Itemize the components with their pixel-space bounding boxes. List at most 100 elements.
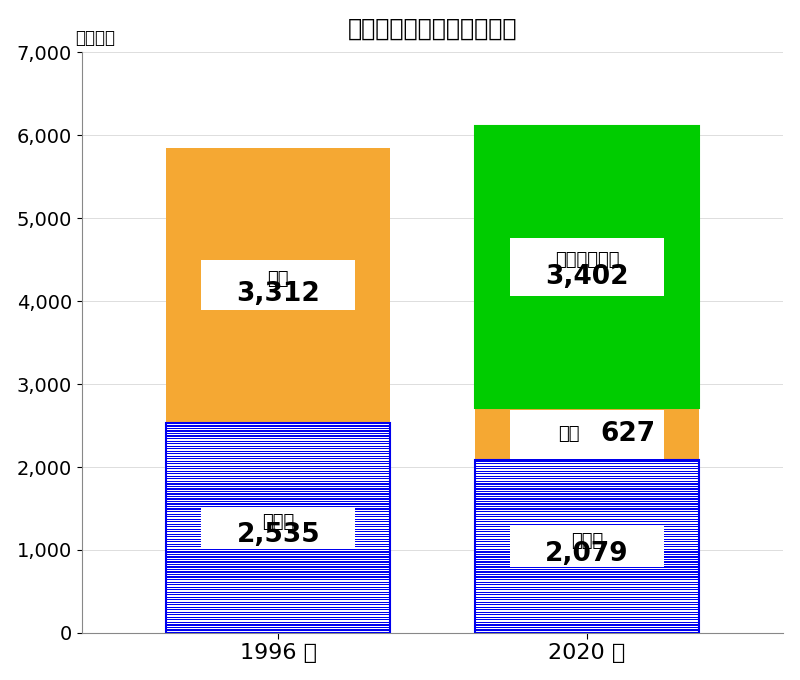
Bar [166,508,390,509]
Bar [474,539,699,540]
Bar [474,531,699,532]
Bar [201,507,355,549]
Bar [166,549,390,550]
Bar [474,554,699,555]
Bar [474,599,699,600]
Bar [166,461,390,462]
Bar [474,481,699,482]
Bar [474,471,699,472]
Text: 電子コミック: 電子コミック [554,251,619,269]
Bar [166,604,390,605]
Bar [166,443,390,444]
Bar [474,488,699,489]
Bar [474,516,699,517]
Bar [166,538,390,539]
Bar [474,617,699,618]
Bar [166,466,390,467]
Bar [166,630,390,631]
Bar [166,431,390,432]
Bar [474,559,699,560]
Bar [474,460,699,633]
Bar [166,561,390,562]
Bar [166,544,390,545]
Bar [474,579,699,580]
Bar [166,574,390,575]
Bar [166,627,390,628]
Bar [474,409,699,460]
Bar [474,629,699,630]
Text: 単行本: 単行本 [262,513,294,531]
Bar [474,574,699,575]
Text: 2,535: 2,535 [236,522,320,548]
Bar [166,534,390,535]
Bar [166,617,390,618]
Bar [166,471,390,472]
Bar [166,531,390,532]
Bar [166,493,390,494]
Bar [474,615,699,616]
Bar [474,594,699,595]
Bar [474,604,699,605]
Bar [474,541,699,542]
Bar [474,499,699,500]
Bar [166,539,390,540]
Bar [474,607,699,608]
Bar [474,547,699,548]
Bar [166,423,390,424]
Text: 雑誌: 雑誌 [558,426,580,443]
Bar [474,509,699,510]
Bar [474,630,699,631]
Bar [166,536,390,537]
Bar [474,463,699,464]
Bar [166,491,390,492]
Bar [166,473,390,474]
Bar [166,428,390,429]
Bar [474,589,699,590]
Bar [166,624,390,625]
Bar [166,494,390,495]
Bar [166,506,390,507]
Bar [166,576,390,577]
Bar [166,554,390,555]
Bar [166,470,390,471]
Bar [474,501,699,502]
Bar [166,516,390,517]
Bar [166,481,390,482]
Bar [166,438,390,439]
Bar [474,524,699,525]
Bar [474,514,699,515]
Bar [166,488,390,489]
Title: 媒体別コミック市場の変化: 媒体別コミック市場の変化 [348,17,518,41]
Bar [166,517,390,518]
Bar [166,589,390,590]
Bar [474,564,699,565]
Bar [166,468,390,469]
Bar [474,494,699,495]
Bar [474,126,699,409]
Bar [474,621,699,622]
Bar [474,552,699,554]
Bar [474,532,699,533]
Bar [166,584,390,585]
Bar [474,478,699,479]
Bar [474,476,699,477]
Bar [166,433,390,434]
Bar [166,523,390,524]
Text: 雑誌: 雑誌 [267,270,289,288]
Bar [474,468,699,469]
Bar [166,478,390,479]
Bar [474,614,699,615]
Bar [474,582,699,583]
Bar [474,508,699,509]
Bar [166,524,390,525]
Bar [474,511,699,512]
Bar [474,544,699,545]
Text: 2,079: 2,079 [545,541,629,566]
Bar [474,569,699,570]
Bar [166,509,390,510]
Bar [166,526,390,527]
Bar [166,579,390,580]
Bar [474,549,699,550]
Bar [166,514,390,515]
Bar [166,423,390,633]
